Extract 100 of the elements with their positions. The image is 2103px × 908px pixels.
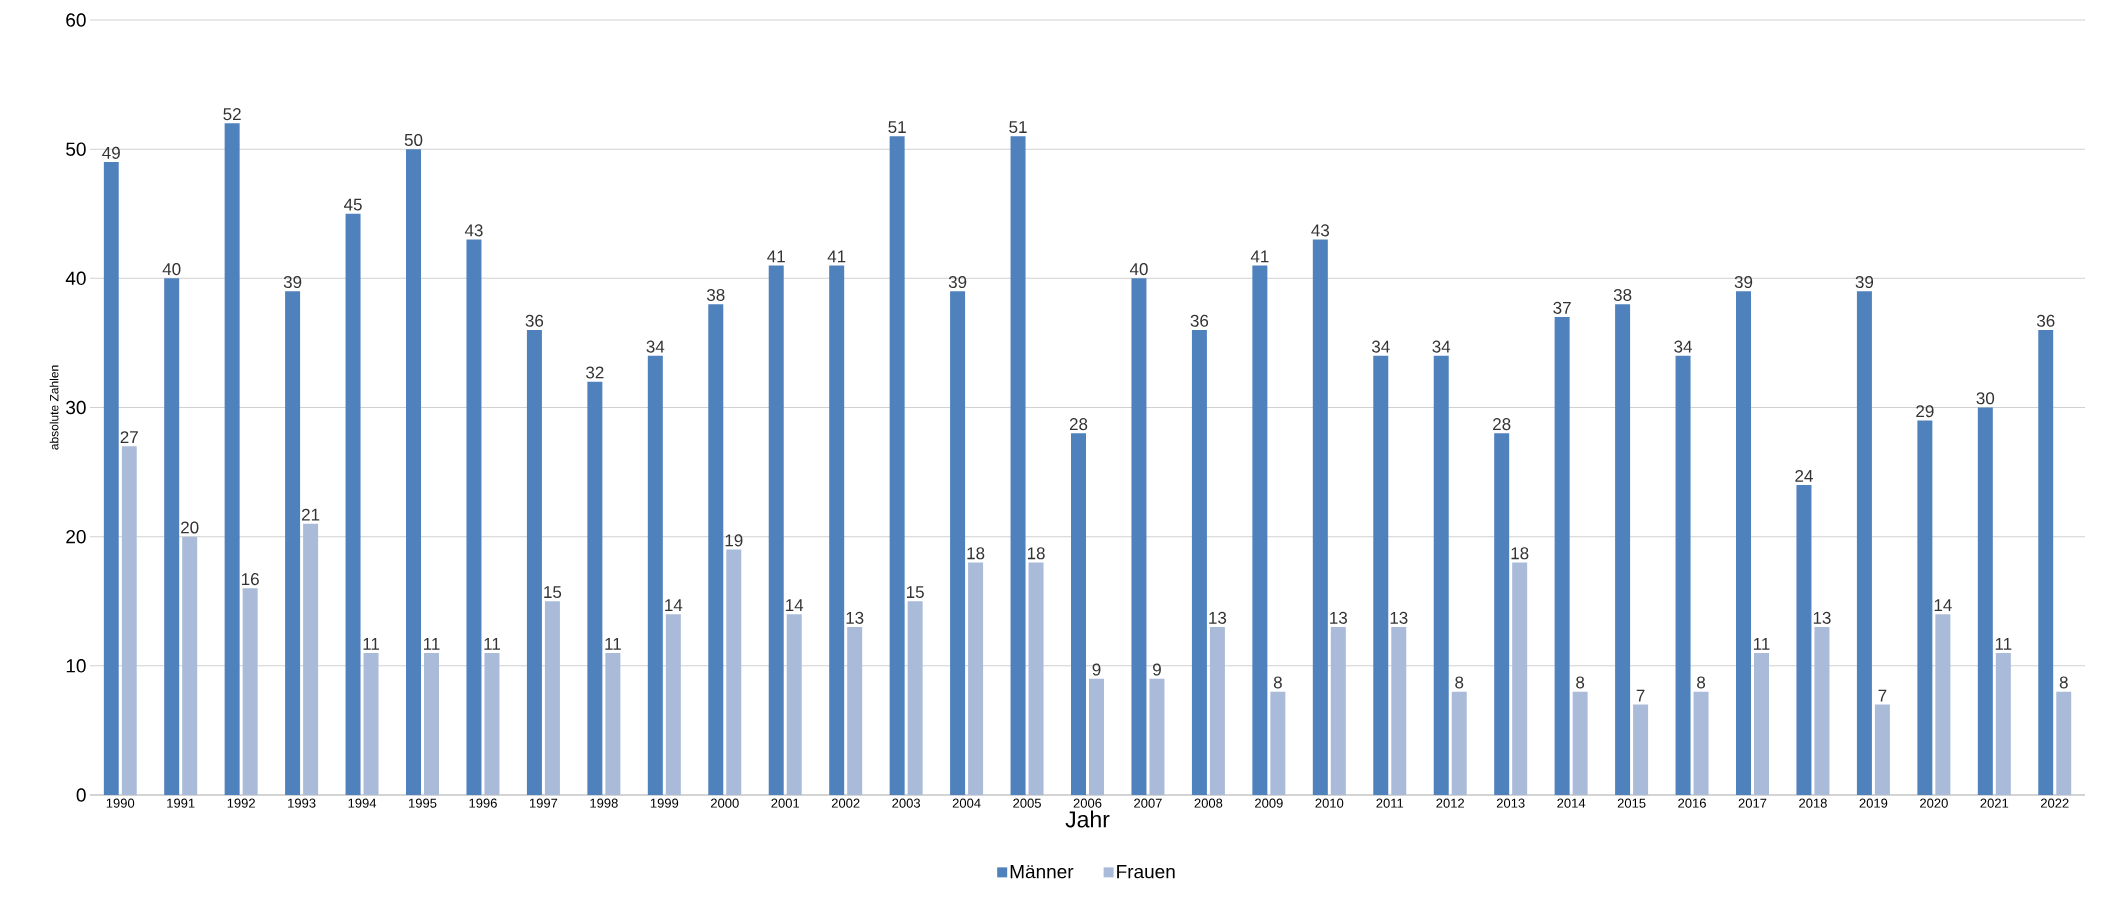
x-tick-label: 2005 bbox=[1013, 798, 1041, 808]
bar bbox=[1693, 691, 1709, 795]
x-tick-label: 1993 bbox=[288, 798, 316, 808]
data-label: 36 bbox=[1190, 314, 1209, 327]
bar bbox=[1028, 562, 1044, 795]
x-tick-label: 2018 bbox=[1799, 798, 1827, 808]
bar bbox=[1736, 291, 1751, 795]
bar bbox=[1796, 485, 1812, 795]
x-tick-label: 1992 bbox=[227, 798, 255, 808]
data-label: 39 bbox=[1855, 276, 1874, 289]
data-label: 29 bbox=[1916, 405, 1934, 418]
data-label: 49 bbox=[102, 146, 120, 159]
data-label: 11 bbox=[423, 638, 440, 650]
data-label: 32 bbox=[586, 366, 604, 379]
bar bbox=[544, 601, 560, 795]
x-tick-label: 2010 bbox=[1315, 798, 1344, 808]
data-label: 41 bbox=[1250, 250, 1269, 263]
y-axis-title: absolute Zahlen bbox=[49, 365, 59, 450]
bar bbox=[466, 239, 482, 795]
data-label: 9 bbox=[1153, 663, 1161, 676]
bar bbox=[950, 291, 966, 795]
y-tick-label: 20 bbox=[66, 529, 86, 544]
data-label: 14 bbox=[786, 599, 804, 611]
x-tick-label: 1999 bbox=[650, 798, 679, 808]
data-label: 36 bbox=[2036, 314, 2055, 327]
bar bbox=[1633, 704, 1649, 795]
bar bbox=[1494, 433, 1510, 795]
bar bbox=[665, 614, 681, 795]
data-label: 34 bbox=[646, 340, 665, 353]
data-label: 21 bbox=[302, 508, 320, 521]
x-tick-label: 2004 bbox=[952, 798, 981, 808]
y-tick-label: 60 bbox=[66, 13, 86, 27]
bar bbox=[708, 304, 724, 795]
bar bbox=[406, 149, 421, 795]
bar bbox=[1391, 627, 1407, 795]
bar bbox=[224, 123, 240, 795]
bar bbox=[768, 265, 784, 795]
bar bbox=[1131, 278, 1147, 795]
x-tick-label: 2008 bbox=[1194, 798, 1223, 808]
data-label: 20 bbox=[181, 521, 199, 534]
x-tick-label: 2009 bbox=[1255, 798, 1283, 808]
bar bbox=[345, 213, 361, 795]
x-tick-label: 2007 bbox=[1134, 798, 1162, 808]
bar bbox=[424, 652, 439, 795]
bar bbox=[1572, 691, 1588, 795]
data-label: 28 bbox=[1493, 418, 1511, 431]
bar bbox=[1191, 330, 1207, 795]
bar bbox=[1330, 627, 1346, 795]
bar bbox=[726, 549, 742, 795]
bar bbox=[829, 265, 845, 795]
x-tick-label: 1990 bbox=[106, 798, 135, 808]
x-tick-label: 2003 bbox=[892, 798, 921, 808]
bar bbox=[1089, 678, 1104, 795]
data-label: 18 bbox=[1511, 547, 1529, 560]
data-label: 34 bbox=[1371, 340, 1390, 353]
bar bbox=[103, 162, 119, 795]
bar bbox=[2056, 691, 2072, 795]
bar bbox=[182, 536, 198, 795]
bar bbox=[1071, 433, 1086, 795]
bar bbox=[647, 355, 663, 795]
data-label: 7 bbox=[1636, 689, 1645, 702]
x-tick-label: 1997 bbox=[529, 798, 558, 808]
data-label: 13 bbox=[1330, 611, 1348, 624]
data-label: 40 bbox=[1129, 263, 1148, 276]
bar bbox=[1312, 239, 1328, 795]
bar bbox=[1935, 614, 1951, 795]
bar bbox=[605, 652, 621, 795]
data-label: 11 bbox=[484, 638, 500, 650]
data-label: 15 bbox=[544, 586, 562, 599]
data-label: 51 bbox=[888, 121, 906, 134]
y-tick-label: 10 bbox=[66, 659, 86, 673]
bar bbox=[1433, 355, 1449, 795]
data-label: 8 bbox=[1576, 676, 1585, 689]
x-tick-label: 2017 bbox=[1738, 798, 1767, 808]
x-tick-label: 2013 bbox=[1496, 798, 1525, 808]
data-label: 8 bbox=[1697, 676, 1706, 689]
x-tick-label: 1995 bbox=[409, 798, 437, 808]
data-label: 38 bbox=[1613, 288, 1632, 301]
data-label: 13 bbox=[1390, 611, 1408, 624]
bar bbox=[1270, 691, 1286, 795]
bar bbox=[1754, 652, 1769, 795]
x-axis-title: Jahr bbox=[1065, 810, 1110, 828]
data-label: 30 bbox=[1976, 392, 1995, 405]
data-label: 7 bbox=[1878, 689, 1887, 702]
bar bbox=[1149, 678, 1165, 795]
bar bbox=[1554, 317, 1570, 795]
data-label: 8 bbox=[1273, 676, 1282, 689]
data-label: 18 bbox=[1027, 547, 1045, 560]
data-label: 40 bbox=[162, 263, 181, 276]
bar bbox=[1615, 304, 1631, 795]
data-label: 34 bbox=[1432, 340, 1451, 353]
bar bbox=[1874, 704, 1890, 795]
data-label: 28 bbox=[1069, 418, 1088, 431]
data-label: 8 bbox=[1455, 676, 1464, 689]
data-label: 11 bbox=[1753, 638, 1770, 650]
data-label: 14 bbox=[665, 599, 683, 611]
x-tick-label: 2020 bbox=[1920, 798, 1948, 808]
data-label: 39 bbox=[1734, 276, 1753, 289]
y-tick-label: 40 bbox=[65, 271, 86, 286]
y-tick-label: 0 bbox=[76, 788, 86, 802]
